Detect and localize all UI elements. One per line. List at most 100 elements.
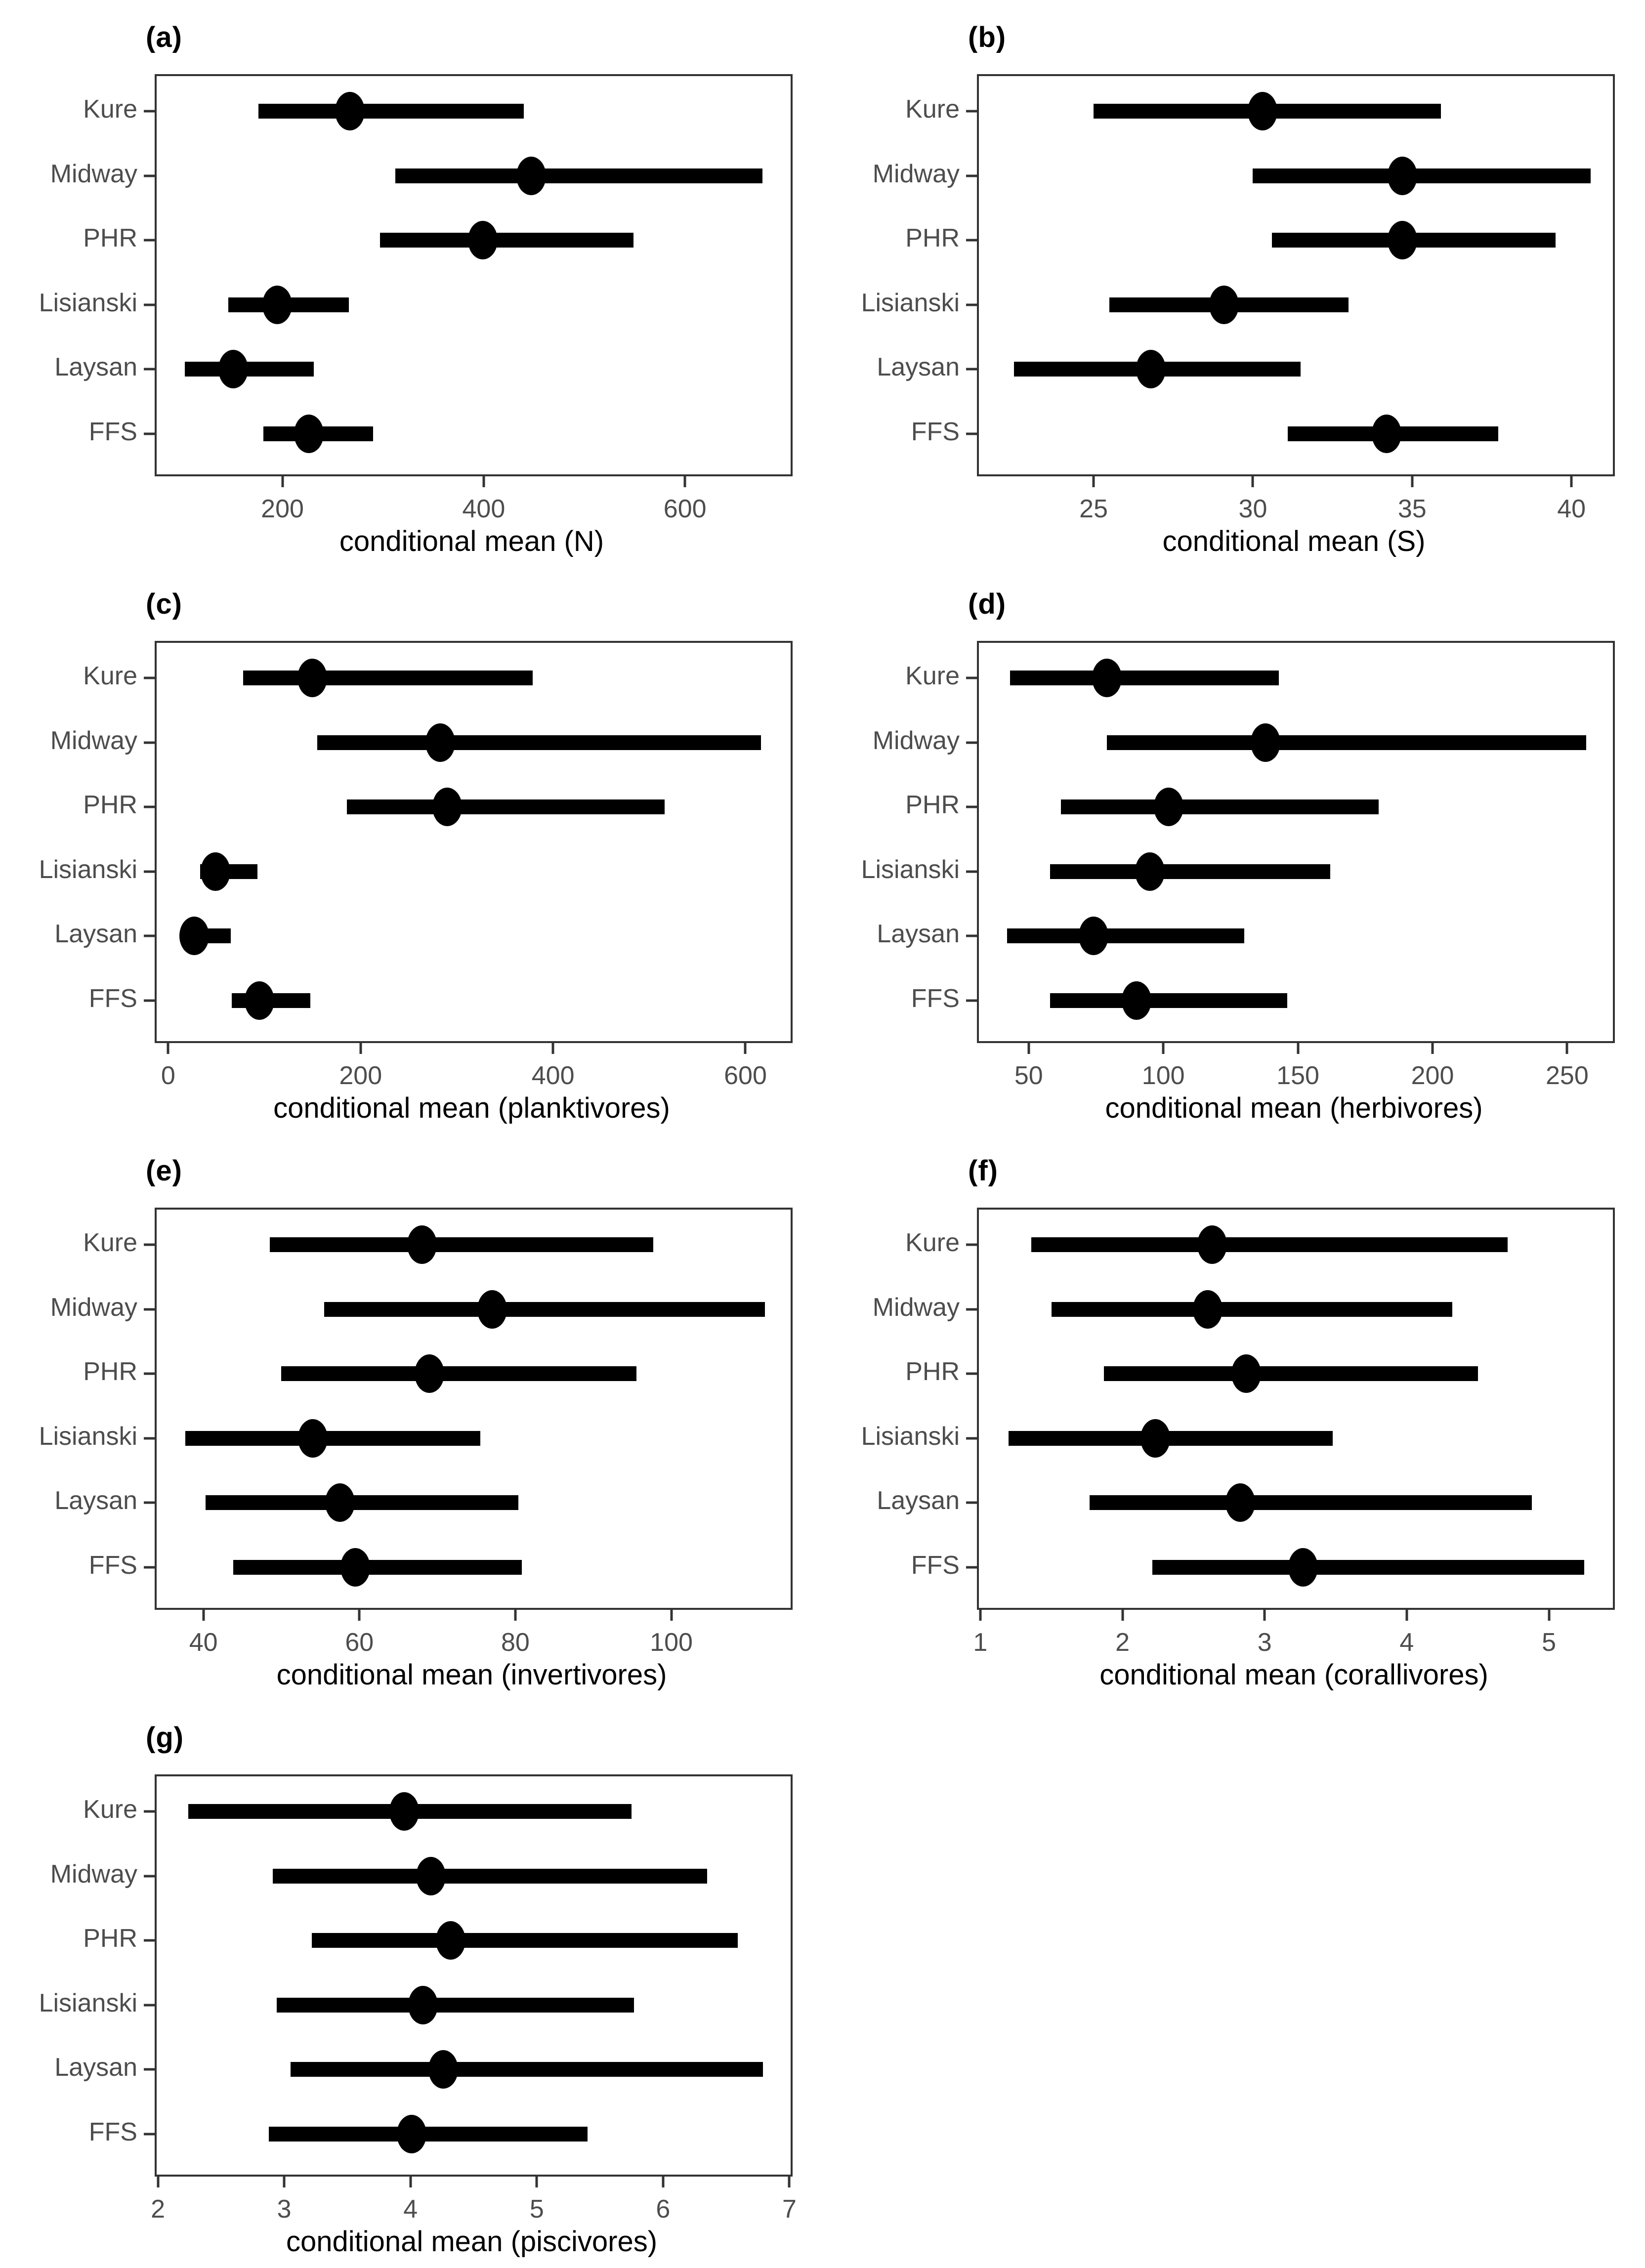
y-tick-mark	[144, 1566, 155, 1569]
x-tick-mark	[662, 2177, 665, 2187]
y-tick-mark	[966, 1437, 977, 1440]
point-estimate	[1121, 981, 1151, 1020]
y-tick-mark	[144, 999, 155, 1002]
y-tick-mark	[966, 1308, 977, 1310]
x-axis-title: conditional mean (S)	[1162, 525, 1426, 557]
panel-label: (b)	[968, 21, 1007, 53]
y-tick-mark	[144, 676, 155, 679]
y-tick-mark	[144, 870, 155, 873]
point-estimate	[297, 1419, 328, 1458]
y-axis-label: Lisianski	[39, 288, 137, 317]
point-estimate	[200, 852, 230, 891]
error-bar	[380, 233, 634, 248]
y-tick-mark	[966, 805, 977, 808]
y-tick-mark	[144, 2004, 155, 2007]
y-tick-mark	[966, 1566, 977, 1569]
y-tick-mark	[966, 870, 977, 873]
x-tick-label: 600	[663, 495, 707, 523]
x-tick-label: 4	[403, 2195, 418, 2224]
x-tick-mark	[482, 476, 485, 487]
error-bar	[269, 2126, 588, 2142]
x-tick-label: 2	[1115, 1628, 1130, 1657]
y-axis-label: Midway	[872, 1293, 960, 1322]
x-tick-mark	[202, 1610, 205, 1621]
y-axis-label: Midway	[50, 159, 137, 188]
y-axis-label: FFS	[911, 984, 960, 1013]
y-axis-label: Kure	[83, 1228, 137, 1257]
x-tick-mark	[1297, 1043, 1300, 1054]
x-axis-title: conditional mean (corallivores)	[1099, 1659, 1488, 1691]
y-axis-label: Lisianski	[861, 855, 960, 884]
point-estimate	[245, 981, 275, 1020]
point-estimate	[262, 285, 293, 324]
x-tick-mark	[1570, 476, 1573, 487]
y-tick-mark	[966, 432, 977, 435]
x-tick-label: 2	[151, 2195, 166, 2224]
x-tick-mark	[670, 1610, 673, 1621]
point-estimate	[325, 1483, 355, 1522]
x-tick-label: 600	[724, 1061, 767, 1090]
y-axis-label: Laysan	[54, 353, 137, 382]
point-estimate	[389, 1792, 419, 1831]
point-estimate	[408, 1985, 438, 2024]
y-axis-label: Laysan	[877, 920, 960, 949]
point-estimate	[1197, 1225, 1227, 1264]
error-bar	[1061, 799, 1379, 815]
error-bar	[185, 1430, 480, 1446]
error-bar	[1106, 735, 1586, 750]
y-axis-label: Lisianski	[39, 1988, 137, 2017]
error-bar	[1050, 993, 1287, 1008]
point-estimate	[1247, 91, 1277, 130]
y-tick-mark	[144, 1372, 155, 1375]
y-tick-mark	[144, 1308, 155, 1310]
error-bar	[317, 735, 761, 750]
y-axis-label: Kure	[905, 94, 960, 124]
y-tick-mark	[144, 110, 155, 113]
error-bar	[206, 1495, 519, 1511]
point-estimate	[179, 917, 209, 956]
point-estimate	[1288, 1548, 1318, 1587]
y-axis-label: FFS	[88, 984, 137, 1013]
point-estimate	[467, 221, 498, 260]
error-bar	[312, 1933, 738, 1948]
x-tick-mark	[535, 2177, 538, 2187]
error-bar	[1253, 168, 1591, 183]
x-tick-mark	[551, 1043, 554, 1054]
plot-box: 25 30 35 40	[966, 74, 1615, 523]
x-tick-label: 25	[1079, 495, 1108, 523]
panel-label: (g)	[146, 1722, 184, 1754]
y-tick-mark	[966, 1372, 977, 1375]
y-axis-label: Kure	[905, 661, 960, 690]
y-axis-label: FFS	[911, 1551, 960, 1580]
x-axis-title: conditional mean (piscivores)	[286, 2226, 658, 2258]
x-axis-title: conditional mean (N)	[339, 525, 604, 557]
point-estimate	[294, 414, 324, 453]
y-tick-mark	[144, 1875, 155, 1877]
y-axis-label: PHR	[905, 224, 960, 253]
point-estimate	[1140, 1419, 1170, 1458]
y-tick-mark	[966, 1243, 977, 1246]
y-axis-label: Laysan	[54, 1486, 137, 1515]
x-tick-mark	[1092, 476, 1095, 487]
x-tick-mark	[157, 2177, 160, 2187]
empty-cell	[822, 1700, 1645, 2267]
y-axis-label: Laysan	[877, 1486, 960, 1515]
plot-box: 0 200 400 600	[144, 641, 793, 1090]
point-estimate	[428, 2050, 459, 2089]
x-tick-mark	[744, 1043, 747, 1054]
y-tick-mark	[966, 676, 977, 679]
point-estimate	[1372, 414, 1402, 453]
x-tick-mark	[514, 1610, 517, 1621]
error-bar	[269, 1237, 654, 1252]
y-tick-mark	[144, 239, 155, 242]
error-bar	[1010, 670, 1279, 685]
y-axis-label: Lisianski	[861, 288, 960, 317]
x-tick-mark	[1431, 1043, 1434, 1054]
y-tick-mark	[966, 741, 977, 744]
x-tick-label: 3	[277, 2195, 292, 2224]
x-tick-label: 200	[339, 1061, 382, 1090]
y-axis-label: FFS	[911, 417, 960, 446]
panel-label: (e)	[146, 1155, 182, 1187]
y-tick-mark	[144, 1243, 155, 1246]
x-tick-mark	[788, 2177, 791, 2187]
